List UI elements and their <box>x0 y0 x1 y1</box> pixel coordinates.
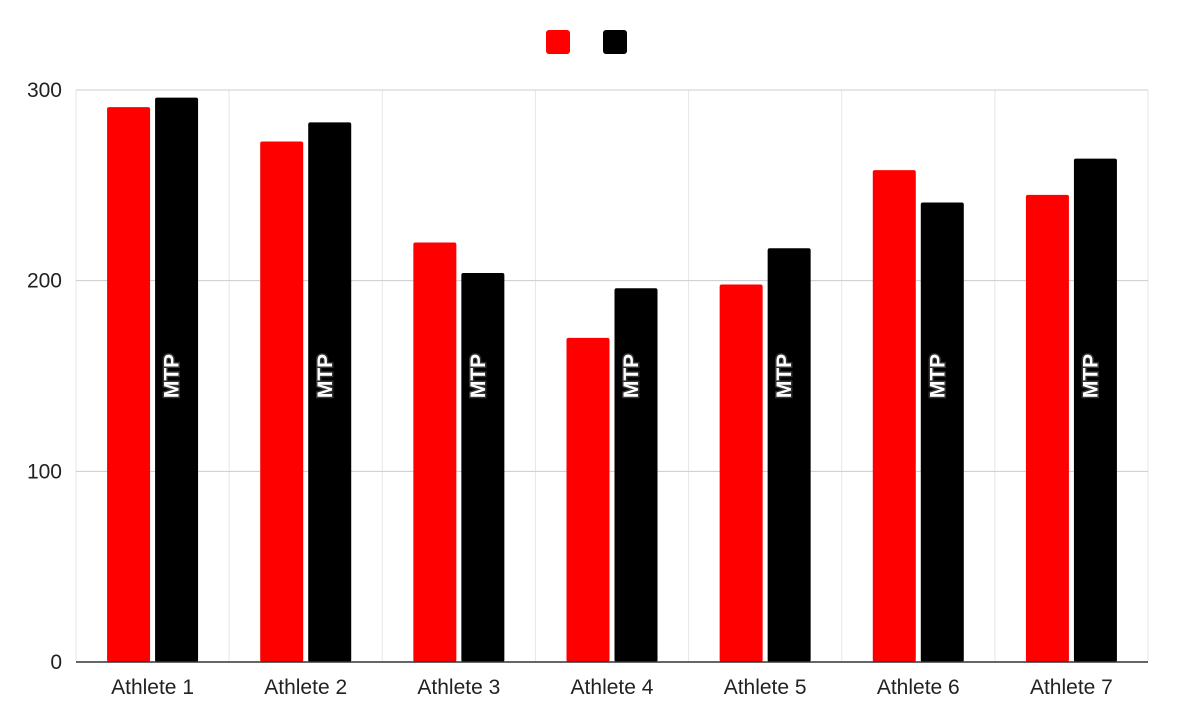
bar-annotation-label: MTP <box>1079 354 1102 398</box>
bar-series1-1 <box>107 107 151 662</box>
x-tick-label: Athlete 1 <box>111 676 194 699</box>
bar-series2-4 <box>614 288 658 662</box>
legend <box>546 30 627 54</box>
bar-annotation-label: MTP <box>620 354 643 398</box>
bar-series1-3 <box>413 242 457 663</box>
y-tick-label: 100 <box>27 460 62 483</box>
bar-series2-3 <box>461 273 505 662</box>
x-axis: Athlete 1 Athlete 2 Athlete 3 Athlete 4 Athl… <box>76 661 1148 699</box>
y-axis: 0 100 200 300 <box>27 79 62 674</box>
bar-series2-2 <box>308 122 352 662</box>
gridlines <box>75 89 1149 662</box>
bar-series2-5 <box>767 248 811 662</box>
bar-annotation-label: MTP <box>161 354 184 398</box>
bar-series2-7 <box>1073 158 1117 662</box>
y-tick-label: 300 <box>27 79 62 102</box>
legend-swatch-series1[interactable] <box>546 30 570 54</box>
bar-series1-6 <box>872 170 916 662</box>
legend-swatch-series2[interactable] <box>603 30 627 54</box>
x-tick-label: Athlete 2 <box>264 676 347 699</box>
y-tick-label: 0 <box>50 651 62 674</box>
bar-series1-2 <box>260 141 304 663</box>
bar-series2-6 <box>920 202 964 662</box>
bar-annotation-label: MTP <box>467 354 490 398</box>
bar-series2-1 <box>155 97 199 663</box>
bar-series1-7 <box>1025 194 1069 662</box>
bar-annotation-label: MTP <box>926 354 949 398</box>
x-tick-label: Athlete 6 <box>877 676 960 699</box>
y-tick-label: 200 <box>27 270 62 293</box>
bar-series1-4 <box>566 337 610 662</box>
bar-series1-5 <box>719 284 763 662</box>
x-tick-label: Athlete 3 <box>417 676 500 699</box>
x-tick-label: Athlete 5 <box>724 676 807 699</box>
bar-annotation-label: MTP <box>773 354 796 398</box>
x-tick-label: Athlete 4 <box>571 676 654 699</box>
x-tick-label: Athlete 7 <box>1030 676 1113 699</box>
bar-annotation-label: MTP <box>314 354 337 398</box>
bars: MTP MTP MTP MTP MTP MTP MTP <box>107 97 1117 663</box>
